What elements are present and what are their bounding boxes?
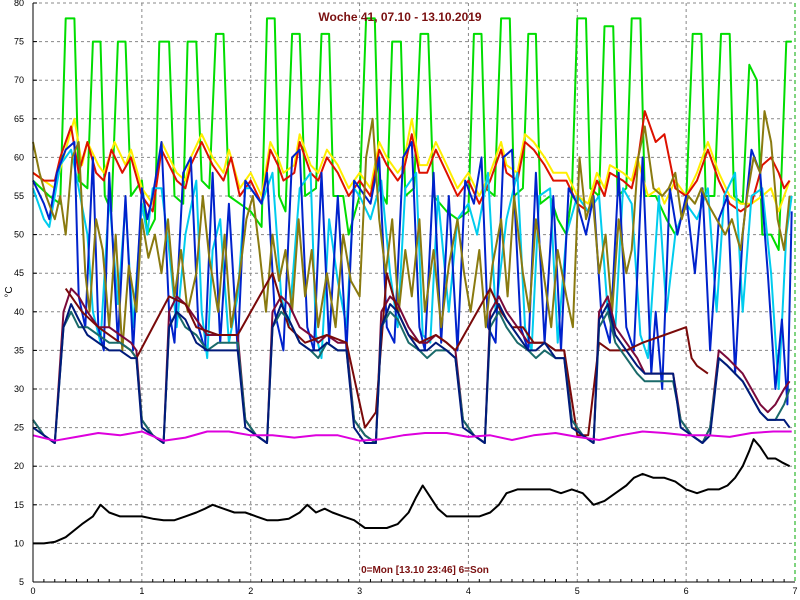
y-tick-label: 75 <box>14 37 24 47</box>
y-tick-label: 25 <box>14 423 24 433</box>
x-tick-labels: 0 1 2 3 4 5 6 7 <box>30 586 797 596</box>
series-group <box>32 17 793 545</box>
x-tick-label: 6 <box>684 586 689 596</box>
series-line-12 <box>33 438 791 545</box>
y-tick-label: 40 <box>14 307 24 317</box>
series-line-5 <box>32 141 793 406</box>
y-tick-label: 45 <box>14 268 24 278</box>
series-line-10 <box>32 303 791 444</box>
y-tick-label: 70 <box>14 75 24 85</box>
x-tick-label: 2 <box>248 586 253 596</box>
series-line-8 <box>64 272 709 437</box>
y-tick-label: 15 <box>14 500 24 510</box>
chart-footer: 0=Mon [13.10 23:46] 6=Son <box>361 565 489 576</box>
y-tick-label: 20 <box>14 461 24 471</box>
x-tick-label: 3 <box>357 586 362 596</box>
y-tick-label: 10 <box>14 538 24 548</box>
y-tick-labels: 5 10 15 20 25 30 35 40 45 50 55 60 65 70 75 80 <box>14 0 24 587</box>
y-tick-label: 5 <box>19 577 24 587</box>
series-line-6 <box>32 110 791 352</box>
x-tick-label: 5 <box>575 586 580 596</box>
y-axis-label: °C <box>4 286 15 297</box>
y-tick-label: 60 <box>14 152 24 162</box>
x-tick-label: 1 <box>139 586 144 596</box>
y-tick-label: 80 <box>14 0 24 8</box>
y-tick-label: 50 <box>14 230 24 240</box>
chart-title: Woche 41, 07.10 - 13.10.2019 <box>318 10 482 24</box>
y-tick-label: 35 <box>14 345 24 355</box>
x-tick-label: 0 <box>30 586 35 596</box>
series-line-11 <box>32 430 792 442</box>
y-tick-label: 30 <box>14 384 24 394</box>
x-tick-label: 4 <box>466 586 471 596</box>
y-tick-label: 55 <box>14 191 24 201</box>
x-tick-label: 7 <box>792 586 797 596</box>
series-line-1 <box>32 17 792 251</box>
y-tick-label: 65 <box>14 114 24 124</box>
